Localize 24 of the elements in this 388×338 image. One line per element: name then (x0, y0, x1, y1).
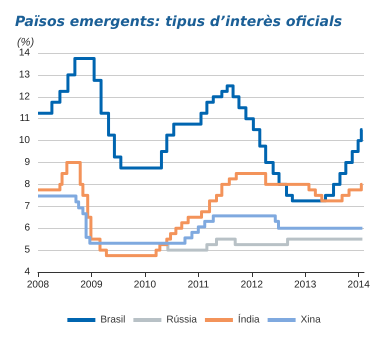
legend-label: Brasil (100, 314, 126, 326)
legend-label: Índia (238, 314, 260, 326)
y-tick-label: 13 (18, 69, 30, 80)
x-tick-label: 2009 (80, 280, 103, 290)
x-tick-label: 2008 (26, 280, 50, 290)
legend-label: Xina (300, 314, 322, 326)
y-tick-label: 7 (24, 200, 30, 212)
y-tick-label: 4 (24, 266, 30, 278)
y-tick-label: 10 (18, 135, 30, 146)
y-tick-label: 5 (24, 244, 30, 256)
y-tick-label: 12 (18, 91, 30, 102)
legend-label: Rússia (166, 314, 198, 326)
x-tick-label: 2013 (294, 280, 317, 290)
x-tick-label: 2012 (240, 280, 264, 290)
y-tick-label: 6 (24, 222, 30, 234)
y-tick-label: 14 (18, 48, 30, 58)
x-tick-label: 2011 (188, 280, 210, 290)
y-tick-label: 11 (20, 113, 30, 124)
y-tick-label: 8 (24, 178, 30, 190)
y-tick-label: 9 (24, 157, 30, 168)
y-axis-title: (%) (17, 36, 34, 48)
x-tick-label: 2014 (348, 280, 370, 290)
x-tick-label: 2010 (134, 280, 156, 290)
chart-title: Països emergents: tipus d’interès oficials (15, 14, 342, 30)
